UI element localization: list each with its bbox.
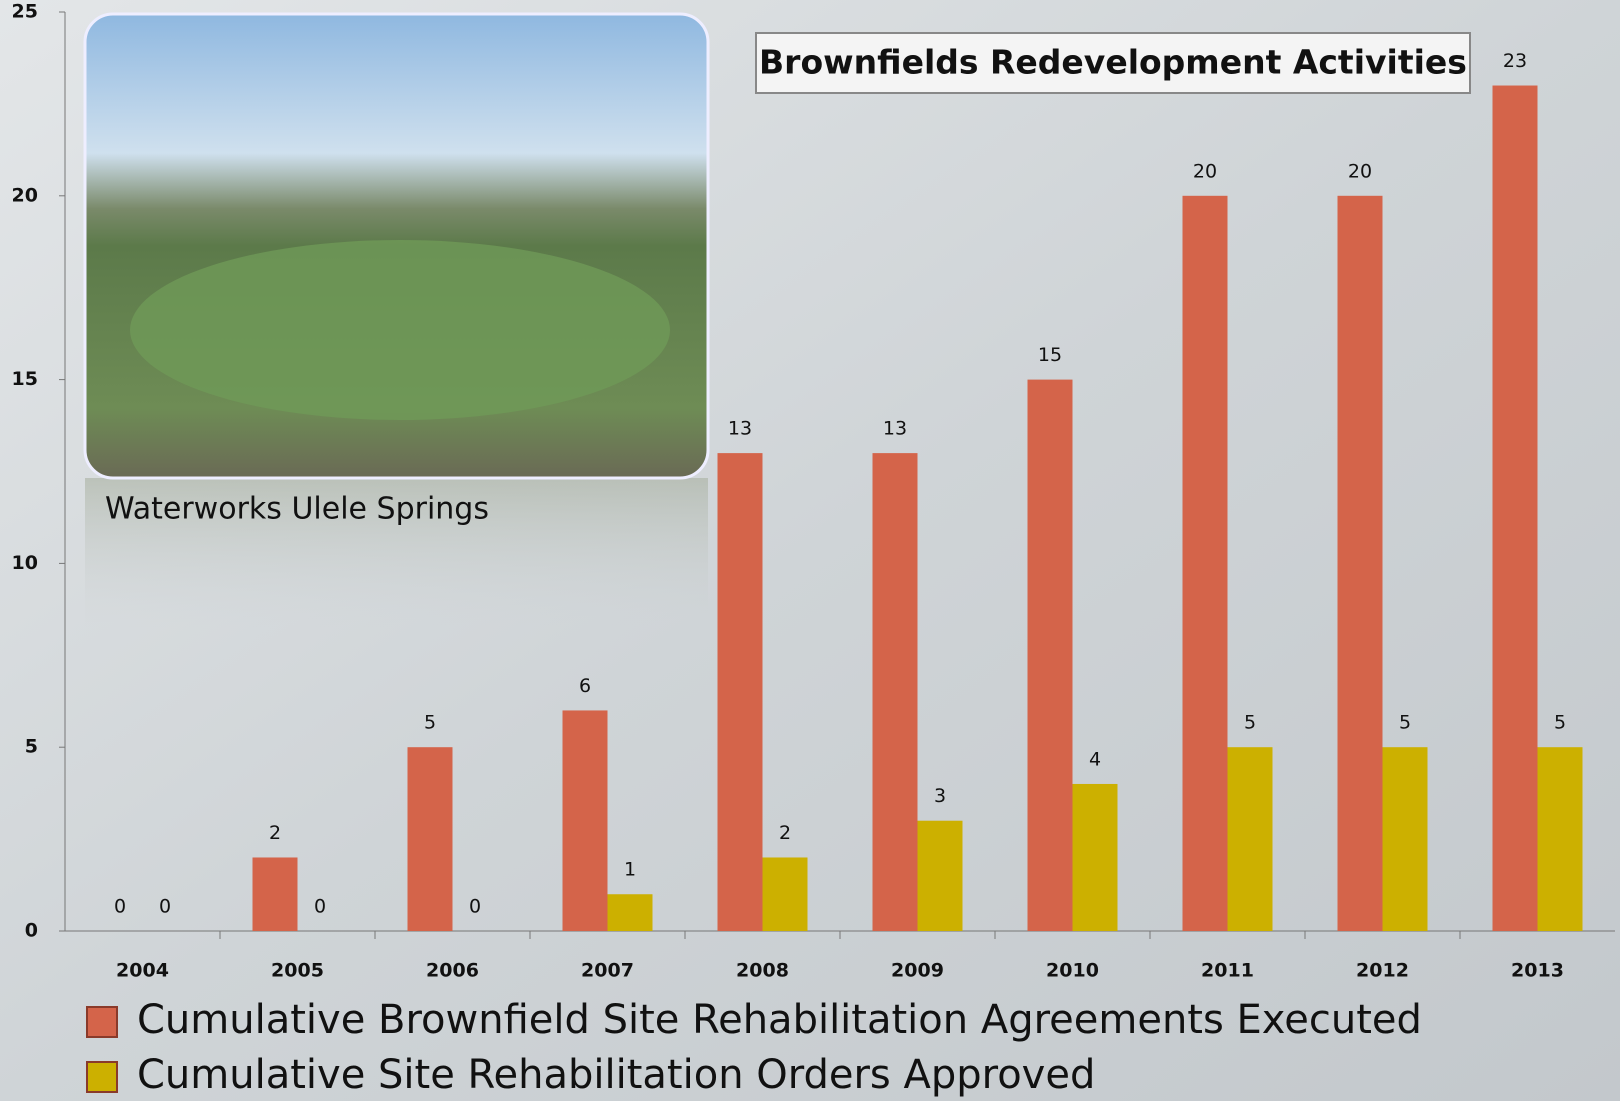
value-label: 0 — [114, 896, 126, 918]
value-label: 3 — [934, 785, 946, 807]
bar — [1182, 195, 1228, 932]
y-tick-label: 0 — [25, 920, 38, 942]
x-tick-label: 2006 — [426, 960, 479, 982]
legend-swatch — [86, 1006, 118, 1038]
value-label: 5 — [1399, 712, 1411, 734]
bar — [252, 857, 298, 931]
bar — [1492, 85, 1538, 931]
y-tick-label: 5 — [25, 736, 38, 758]
bar — [872, 453, 918, 931]
x-tick-label: 2005 — [271, 960, 324, 982]
y-tick-label: 15 — [12, 368, 38, 390]
bar — [717, 453, 763, 931]
value-label: 5 — [424, 712, 436, 734]
value-label: 15 — [1038, 344, 1062, 366]
bar — [1337, 195, 1383, 932]
x-tick-label: 2011 — [1201, 960, 1254, 982]
value-label: 0 — [469, 896, 481, 918]
value-label: 23 — [1503, 50, 1527, 72]
value-label: 13 — [728, 418, 752, 440]
x-tick-label: 2009 — [891, 960, 944, 982]
y-tick-label: 20 — [12, 184, 38, 206]
value-label: 5 — [1554, 712, 1566, 734]
x-tick-label: 2012 — [1356, 960, 1409, 982]
value-label: 0 — [314, 896, 326, 918]
x-tick-label: 2007 — [581, 960, 634, 982]
legend-swatch — [86, 1061, 118, 1093]
bar — [1027, 379, 1073, 932]
value-label: 20 — [1193, 160, 1217, 182]
bar — [407, 747, 453, 931]
photo-pond — [130, 240, 670, 420]
photo-reflection — [85, 478, 708, 628]
value-label: 13 — [883, 418, 907, 440]
legend-label: Cumulative Site Rehabilitation Orders Ap… — [137, 1052, 1095, 1098]
y-tick-label: 25 — [12, 1, 38, 23]
value-label: 1 — [624, 859, 636, 881]
y-tick-label: 10 — [12, 552, 38, 574]
x-tick-label: 2004 — [116, 960, 169, 982]
bar — [1537, 747, 1583, 931]
chart-title: Brownfields Redevelopment Activities — [759, 43, 1467, 82]
value-label: 4 — [1089, 748, 1101, 770]
bar — [607, 894, 653, 931]
value-label: 6 — [579, 675, 591, 697]
x-tick-label: 2013 — [1511, 960, 1564, 982]
x-tick-label: 2008 — [736, 960, 789, 982]
bar — [917, 820, 963, 931]
bar — [1072, 783, 1118, 931]
title-box — [755, 32, 1471, 94]
bar — [562, 710, 608, 931]
value-label: 2 — [779, 822, 791, 844]
value-label: 2 — [269, 822, 281, 844]
photo-caption: Waterworks Ulele Springs — [105, 492, 489, 527]
x-tick-label: 2010 — [1046, 960, 1099, 982]
bar — [1382, 747, 1428, 931]
value-label: 20 — [1348, 160, 1372, 182]
bar — [762, 857, 808, 931]
value-label: 5 — [1244, 712, 1256, 734]
bar — [1227, 747, 1273, 931]
legend-label: Cumulative Brownfield Site Rehabilitatio… — [137, 997, 1422, 1043]
value-label: 0 — [159, 896, 171, 918]
